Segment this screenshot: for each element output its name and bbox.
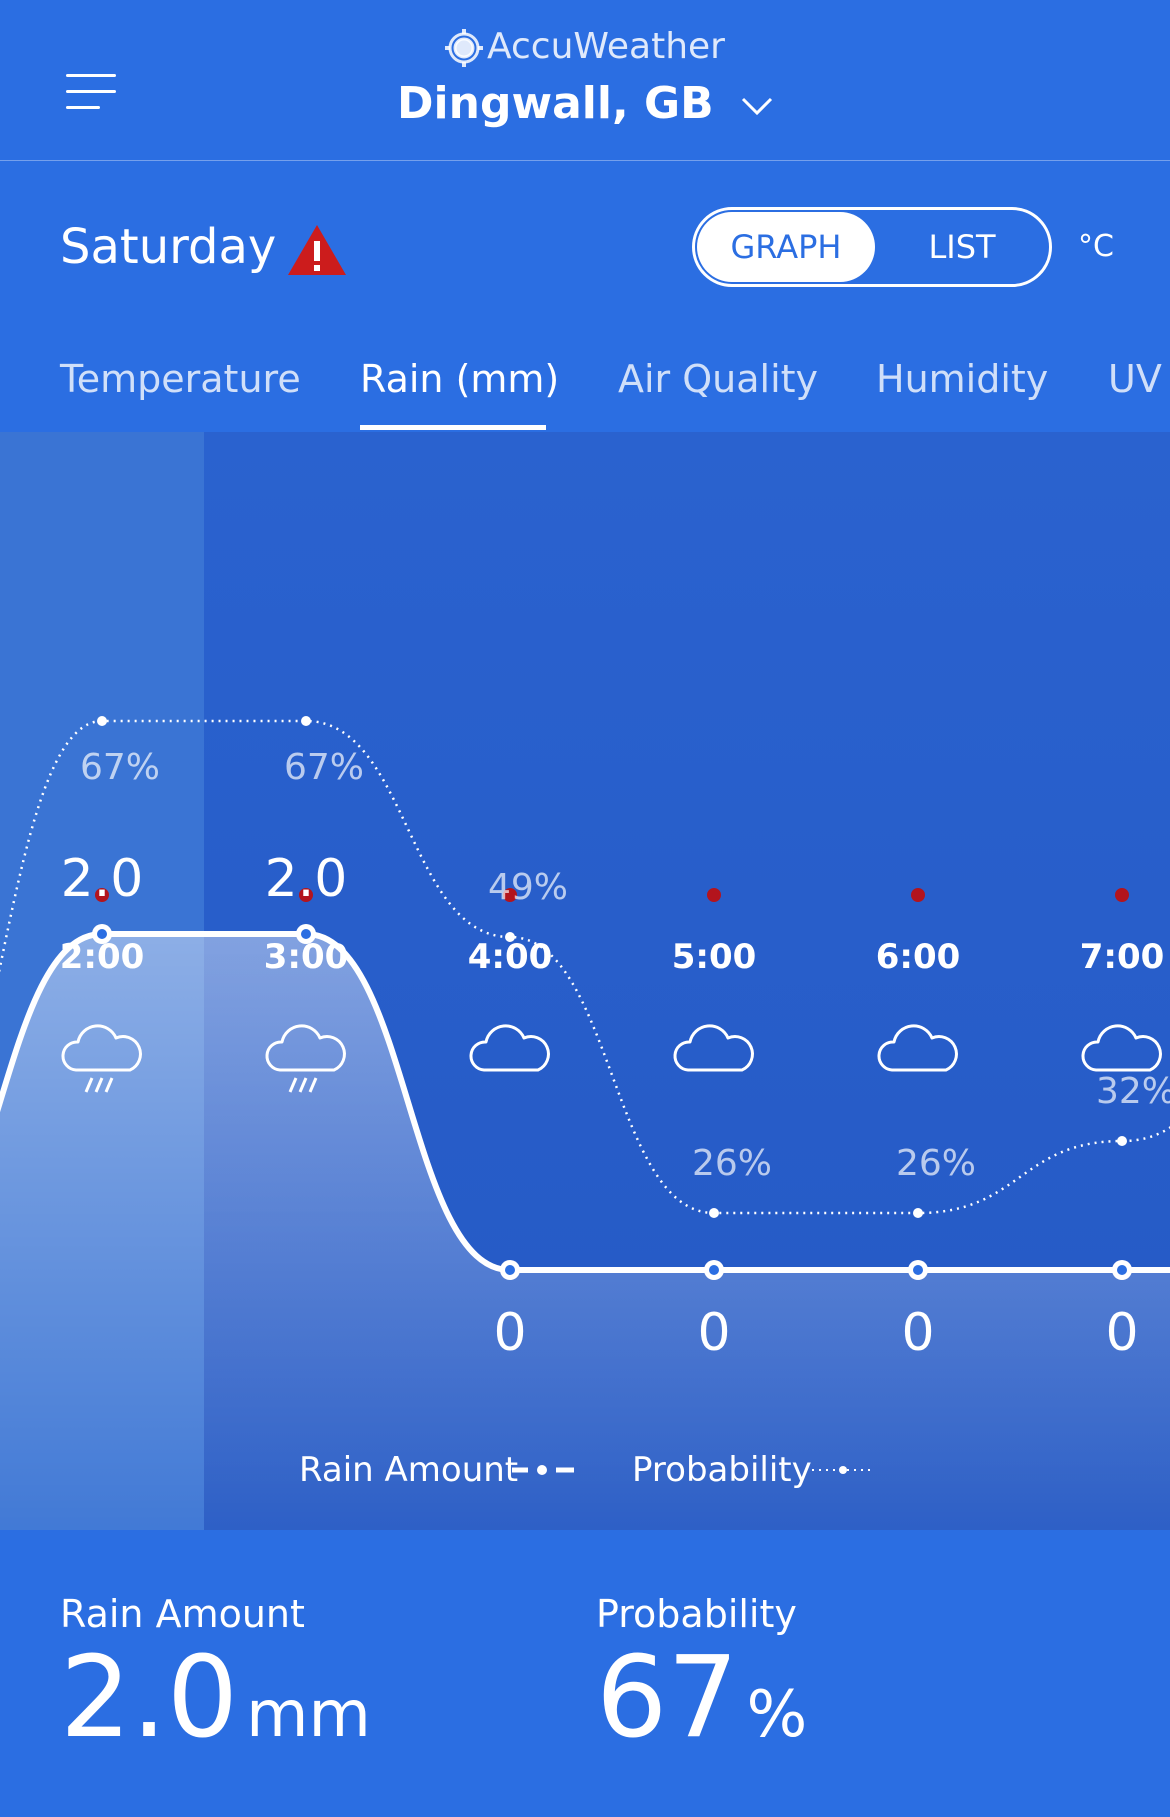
brand-logo: AccuWeather (0, 26, 1170, 67)
summary-probability-unit: % (746, 1678, 808, 1752)
summary-probability-value: 67 (596, 1633, 739, 1763)
summary-rain-value: 2.0 (60, 1633, 239, 1763)
tab-temperature[interactable]: Temperature (60, 357, 301, 401)
alert-dot (911, 888, 925, 902)
probability-label: 67% (284, 747, 364, 788)
rain-drop (94, 1077, 104, 1093)
view-toggle: GRAPH LIST (692, 207, 1052, 287)
summary-panel: Rain Amount 2.0 mm Probability 67% (0, 1530, 1170, 1817)
probability-point (709, 1208, 719, 1218)
cloud-icon (673, 1024, 754, 1072)
rain-value-label: 0 (697, 1303, 730, 1363)
warning-icon[interactable] (286, 223, 348, 277)
rain-point-core (505, 1265, 515, 1275)
hour-label: 7:00 (1080, 937, 1165, 977)
probability-line (0, 719, 1170, 1215)
chevron-down-icon (741, 97, 773, 116)
summary-rain-amount: 2.0 mm (60, 1642, 371, 1754)
metric-tabs: Temperature Rain (mm) Air Quality Humidi… (0, 331, 1170, 431)
alert-dot (503, 888, 517, 902)
probability-label: 26% (692, 1143, 772, 1184)
rain-cloud-icon (61, 1024, 142, 1072)
hour-label: 5:00 (672, 937, 757, 977)
rain-drop (104, 1077, 114, 1093)
summary-probability-label: Probability (596, 1592, 797, 1636)
active-tab-indicator (360, 425, 546, 430)
rain-value-label: 2.0 (265, 849, 348, 909)
rain-area (0, 934, 1170, 1530)
rain-point-core (913, 1265, 923, 1275)
rain-chart: 2:0067%2.03:0067%2.04:0049%05:0026%06:00… (0, 432, 1170, 1530)
legend-rain-swatch (512, 1465, 574, 1475)
hour-label: 4:00 (468, 937, 553, 977)
summary-probability: 67% (596, 1642, 807, 1754)
summary-rain-label: Rain Amount (60, 1592, 305, 1636)
rain-cloud-icon (265, 1024, 346, 1072)
probability-label: 32% (1096, 1071, 1170, 1112)
probability-label: 26% (896, 1143, 976, 1184)
probability-label: 67% (80, 747, 160, 788)
probability-point (505, 932, 515, 942)
rain-drop (84, 1077, 94, 1093)
graph-view-button[interactable]: GRAPH (697, 212, 875, 282)
alert-dot (299, 888, 313, 902)
rain-drop (298, 1077, 308, 1093)
tab-humidity[interactable]: Humidity (876, 357, 1049, 401)
probability-point (913, 1208, 923, 1218)
rain-value-label: 0 (1105, 1303, 1138, 1363)
probability-point (1117, 1136, 1127, 1146)
alert-dot (1115, 888, 1129, 902)
rain-value-label: 0 (901, 1303, 934, 1363)
cloud-icon (469, 1024, 550, 1072)
rain-graph[interactable]: 2:00 67% 2.0 3:00 67% 2.0 4:00 49% 0 5:00 26% 0 6:00… (0, 432, 1170, 1530)
rain-value-label: 2.0 (61, 849, 144, 909)
unit-toggle[interactable]: °C (1078, 229, 1114, 264)
rain-drop (308, 1077, 318, 1093)
sun-logo-icon (445, 29, 483, 67)
rain-point-core (709, 1265, 719, 1275)
location-selector[interactable]: Dingwall, GB (0, 78, 1170, 129)
summary-rain-unit: mm (246, 1678, 371, 1752)
rain-point-core (97, 929, 107, 939)
probability-point (97, 716, 107, 726)
location-name: Dingwall, GB (397, 78, 714, 129)
rain-point-core (301, 929, 311, 939)
tab-uv[interactable]: UV I (1108, 357, 1170, 401)
alert-dot (95, 888, 109, 902)
brand-name: AccuWeather (487, 26, 725, 67)
tab-rain[interactable]: Rain (mm) (360, 357, 560, 401)
hour-label: 6:00 (876, 937, 961, 977)
rain-point-core (1117, 1265, 1127, 1275)
day-title: Saturday (60, 219, 277, 275)
day-panel: Saturday GRAPH LIST °C Temperature Rain … (0, 161, 1170, 431)
legend-rain-label: Rain Amount (299, 1450, 519, 1490)
alert-dot (707, 888, 721, 902)
legend-probability-swatch (812, 1466, 874, 1474)
cloud-icon (1081, 1024, 1162, 1072)
menu-icon[interactable] (66, 70, 120, 114)
rain-drop (288, 1077, 298, 1093)
list-view-button[interactable]: LIST (928, 228, 996, 266)
legend-probability-label: Probability (632, 1450, 812, 1490)
cloud-icon (877, 1024, 958, 1072)
rain-value-label: 0 (493, 1303, 526, 1363)
probability-point (301, 716, 311, 726)
app-header: AccuWeather Dingwall, GB (0, 0, 1170, 161)
tab-air-quality[interactable]: Air Quality (618, 357, 819, 401)
probability-label: 49% (488, 867, 568, 908)
